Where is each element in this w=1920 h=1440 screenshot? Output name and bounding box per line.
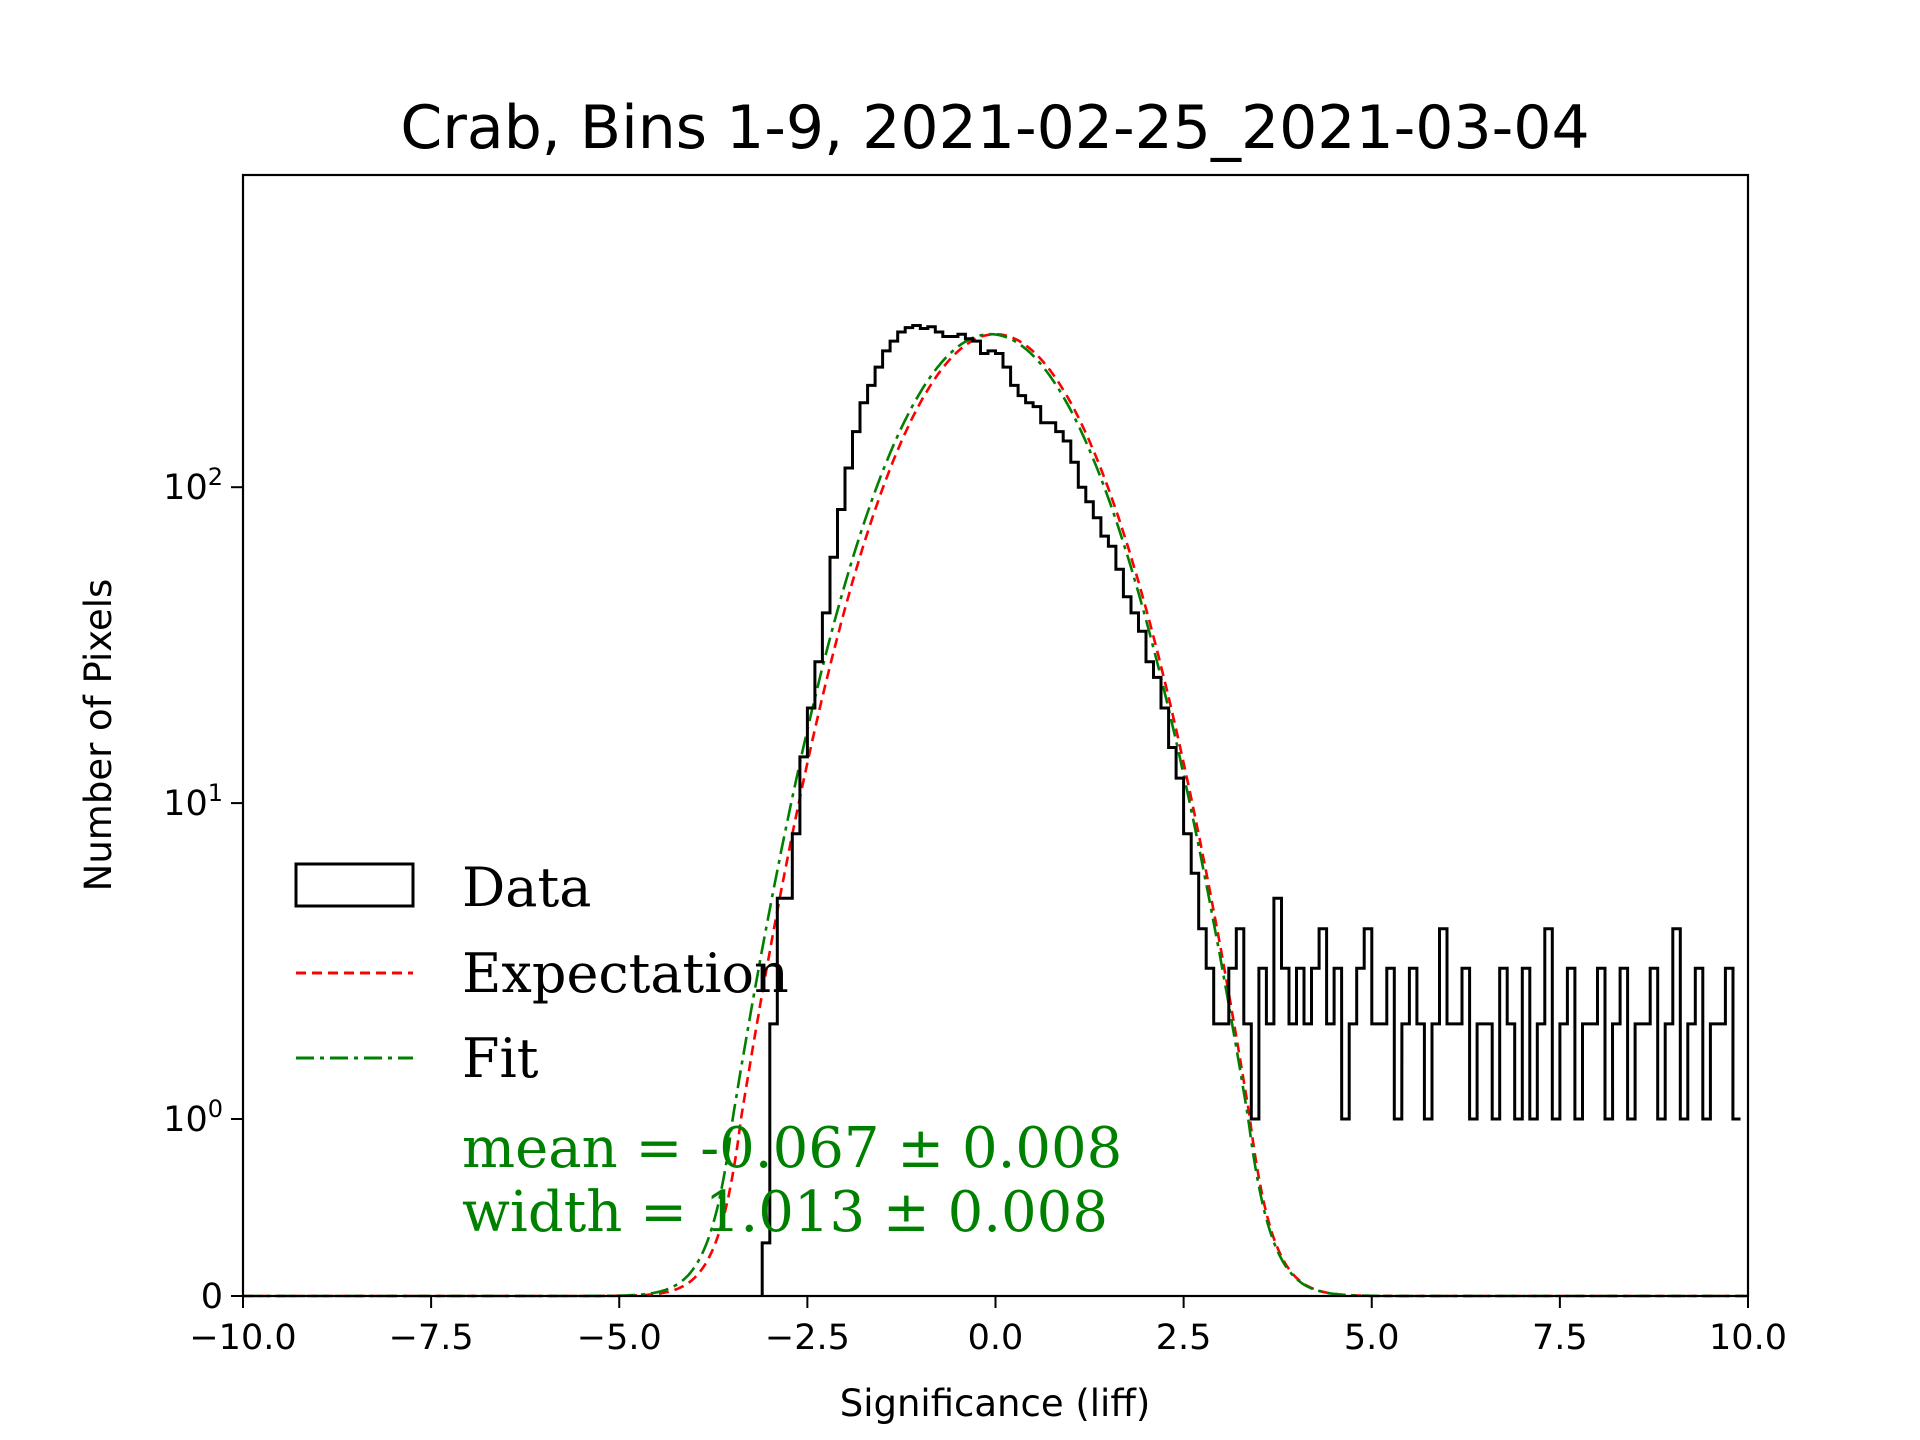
- plot-area: [241, 173, 1750, 1298]
- legend: Data Expectation Fit: [294, 856, 789, 1090]
- y-tick-label: 101: [163, 779, 223, 824]
- chart-title: Crab, Bins 1-9, 2021-02-25_2021-03-04: [400, 93, 1589, 163]
- legend-label-fit: Fit: [462, 1027, 539, 1090]
- x-tick-label: 5.0: [1344, 1318, 1400, 1358]
- fit-mean-annotation: mean = -0.067 ± 0.008: [462, 1116, 1122, 1181]
- x-tick-label: 0.0: [968, 1318, 1024, 1358]
- x-tick-label: −7.5: [389, 1318, 474, 1358]
- x-tick-label: −10.0: [189, 1318, 296, 1358]
- y-tick-label: 0: [201, 1277, 223, 1317]
- x-tick-label: 2.5: [1156, 1318, 1212, 1358]
- legend-label-expectation: Expectation: [462, 942, 789, 1005]
- x-axis: −10.0 −7.5 −5.0 −2.5 0.0 2.5 5.0 7.5 10.0: [189, 1296, 1787, 1358]
- x-tick-label: 10.0: [1709, 1318, 1787, 1358]
- legend-swatch-data: [294, 862, 415, 908]
- data-histogram-step: [760, 324, 1741, 1296]
- x-tick-label: 7.5: [1532, 1318, 1588, 1358]
- y-tick-label: 102: [163, 463, 223, 508]
- fit-width-annotation: width = 1.013 ± 0.008: [462, 1180, 1108, 1245]
- plot-background: [243, 175, 1748, 1296]
- x-axis-label: Significance (liff): [840, 1382, 1151, 1425]
- y-axis: 0 100 101 102: [163, 463, 243, 1317]
- x-tick-label: −2.5: [765, 1318, 850, 1358]
- y-axis-label: Number of Pixels: [77, 579, 120, 892]
- legend-label-data: Data: [462, 856, 591, 919]
- y-tick-label: 100: [163, 1095, 223, 1140]
- x-tick-label: −5.0: [577, 1318, 662, 1358]
